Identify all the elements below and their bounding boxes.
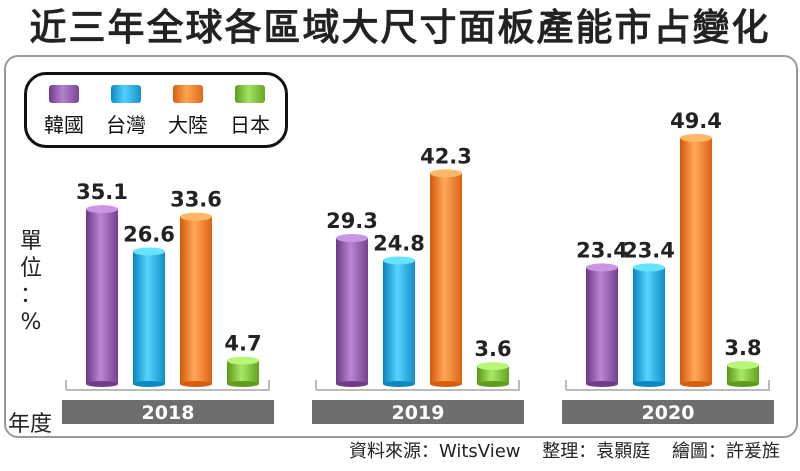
bar-korea-2018 bbox=[86, 209, 118, 384]
year-band bbox=[312, 400, 524, 424]
bar-base bbox=[633, 381, 665, 387]
bar-cap bbox=[477, 362, 509, 371]
source-credit: 資料來源：WitsView bbox=[348, 441, 521, 462]
data-label: 26.6 bbox=[123, 222, 175, 246]
unit-label: 單 位 ： % bbox=[16, 228, 46, 336]
legend: 韓國 台灣 大陸 日本 bbox=[24, 72, 288, 148]
bar-cap bbox=[227, 356, 259, 365]
unit-char: 位 bbox=[19, 256, 42, 281]
bar-china-2018 bbox=[180, 216, 212, 384]
x-tick-label: 2018 bbox=[142, 402, 195, 424]
year-axis-label: 年度 bbox=[8, 412, 53, 437]
bar-taiwan-2019 bbox=[383, 260, 415, 384]
bar-korea-2020 bbox=[586, 267, 618, 384]
data-label: 23.4 bbox=[576, 238, 628, 262]
legend-label-japan: 日本 bbox=[230, 113, 270, 137]
bar-base bbox=[336, 381, 368, 387]
data-label: 33.6 bbox=[170, 188, 222, 212]
bar-cap bbox=[727, 361, 759, 370]
bar-cap bbox=[133, 247, 165, 256]
unit-char: 單 bbox=[19, 229, 42, 254]
editor-credit: 整理：袁顥庭 bbox=[542, 441, 651, 462]
bar-china-2020 bbox=[680, 137, 712, 384]
bar-china-2019 bbox=[430, 173, 462, 384]
group-baseline bbox=[65, 380, 270, 391]
bar-base bbox=[586, 381, 618, 387]
unit-char: ： bbox=[19, 283, 42, 308]
data-label: 23.4 bbox=[623, 238, 675, 262]
credits: 資料來源：WitsView 整理：袁顥庭 繪圖：許爰旌 bbox=[0, 437, 780, 467]
legend-label-china: 大陸 bbox=[168, 113, 208, 137]
legend-swatch-korea bbox=[49, 85, 79, 103]
bar-cap bbox=[86, 205, 118, 214]
data-label: 24.8 bbox=[373, 231, 425, 255]
chart-title: 近三年全球各區域大尺寸面板產能市占變化 bbox=[29, 6, 771, 49]
legend-swatch-japan bbox=[235, 85, 265, 103]
legend-label-taiwan: 台灣 bbox=[106, 113, 146, 137]
group-baseline bbox=[315, 380, 520, 391]
bar-base bbox=[477, 381, 509, 387]
bar-cap bbox=[383, 256, 415, 265]
bar-cap bbox=[586, 263, 618, 272]
x-tick-label: 2019 bbox=[392, 402, 445, 424]
data-label: 42.3 bbox=[420, 144, 472, 168]
bar-japan-2020 bbox=[727, 365, 759, 384]
data-label: 3.8 bbox=[724, 336, 761, 360]
year-band bbox=[562, 400, 774, 424]
bar-japan-2018 bbox=[227, 360, 259, 384]
group-baseline bbox=[565, 380, 770, 391]
bar-japan-2019 bbox=[477, 366, 509, 384]
x-tick-label: 2020 bbox=[642, 402, 695, 424]
data-label: 35.1 bbox=[76, 180, 128, 204]
year-band bbox=[62, 400, 274, 424]
illustrator-credit: 繪圖：許爰旌 bbox=[672, 441, 780, 462]
data-label: 29.3 bbox=[326, 209, 378, 233]
bar-taiwan-2020 bbox=[633, 267, 665, 384]
legend-label-korea: 韓國 bbox=[44, 113, 84, 137]
data-label: 3.6 bbox=[474, 337, 511, 361]
bar-base bbox=[180, 381, 212, 387]
bar-cap bbox=[633, 263, 665, 272]
bar-cap bbox=[336, 234, 368, 243]
bar-base bbox=[430, 381, 462, 387]
bar-cap bbox=[430, 169, 462, 178]
bar-base bbox=[86, 381, 118, 387]
bar-korea-2019 bbox=[336, 238, 368, 384]
bar-base bbox=[680, 381, 712, 387]
bar-taiwan-2018 bbox=[133, 251, 165, 384]
bar-cap bbox=[680, 133, 712, 142]
data-label: 49.4 bbox=[670, 109, 722, 133]
bar-base bbox=[383, 381, 415, 387]
legend-swatch-taiwan bbox=[111, 85, 141, 103]
legend-item-korea: 韓國 bbox=[33, 85, 93, 137]
legend-item-japan: 日本 bbox=[219, 85, 279, 137]
legend-item-taiwan: 台灣 bbox=[95, 85, 155, 137]
bar-base bbox=[727, 381, 759, 387]
bar-base bbox=[227, 381, 259, 387]
bar-cap bbox=[180, 212, 212, 221]
bar-base bbox=[133, 381, 165, 387]
data-label: 4.7 bbox=[224, 332, 261, 356]
legend-item-china: 大陸 bbox=[157, 85, 217, 137]
legend-swatch-china bbox=[173, 85, 203, 103]
unit-char: % bbox=[20, 310, 42, 335]
